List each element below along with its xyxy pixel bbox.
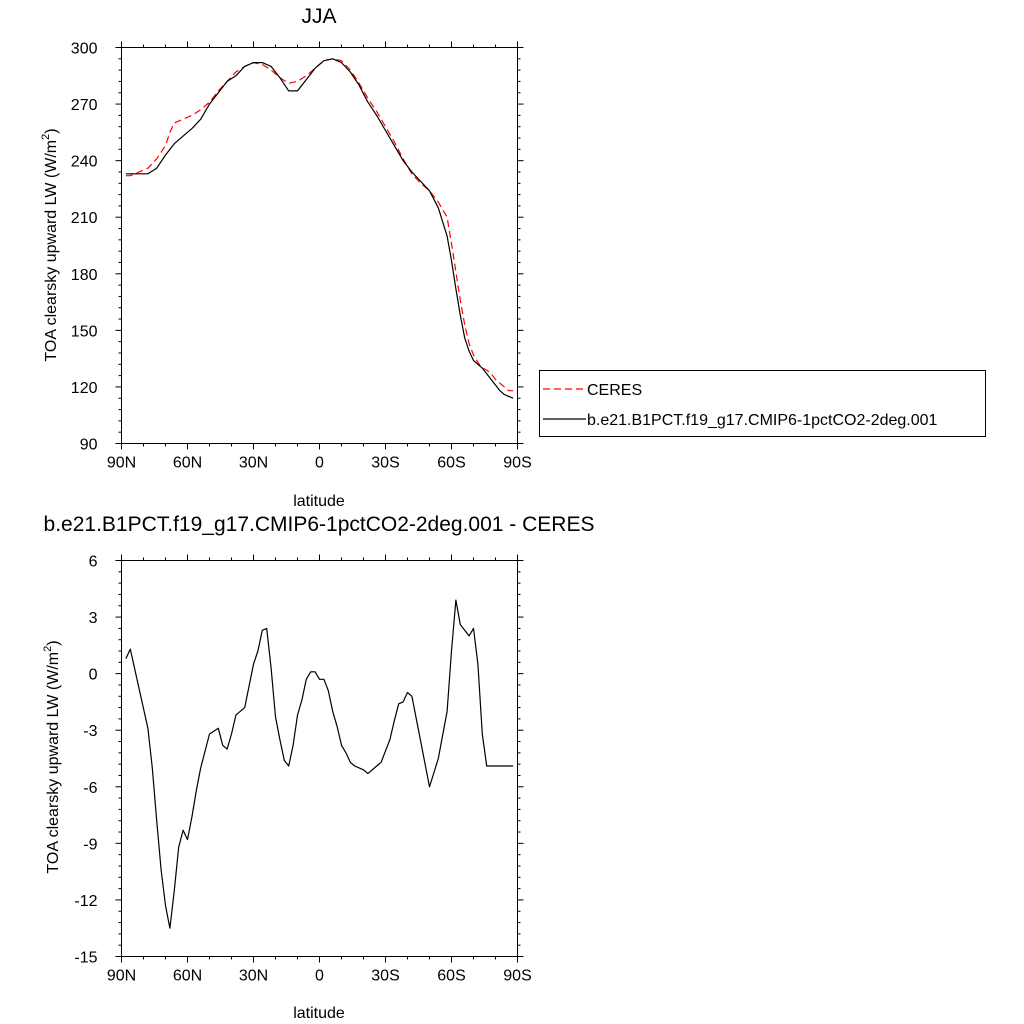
y-tick-label: 150 — [71, 323, 98, 340]
y-tick-label: 120 — [71, 380, 98, 397]
y-tick-label: -6 — [83, 780, 97, 797]
y-tick-label: 180 — [71, 267, 98, 284]
y-tick-label: 240 — [71, 154, 98, 171]
top-y-axis-title: TOA clearsky upward LW (W/m2) — [40, 128, 60, 361]
bottom-tick-group: 90N 60N 30N 0 30S 60S 90S -15 -12 -9 -6 -3 0 3 6 — [74, 554, 531, 985]
y-tick-label: 6 — [89, 554, 98, 571]
y-tick-label: 0 — [89, 667, 98, 684]
series-line-model — [125, 599, 514, 929]
top-y-axis-title-sup: 2 — [40, 134, 52, 140]
y-tick-label: -3 — [83, 723, 97, 740]
x-tick-label: 90S — [503, 455, 531, 472]
x-tick-label: 90N — [107, 968, 136, 985]
bottom-y-axis-title: TOA clearsky upward LW (W/m2) — [42, 640, 62, 873]
x-tick-label: 0 — [315, 455, 324, 472]
x-tick-label: 0 — [315, 968, 324, 985]
top-y-axis-title-end: ) — [43, 128, 60, 133]
x-tick-label: 90N — [107, 455, 136, 472]
y-tick-label: -15 — [74, 950, 97, 967]
y-tick-label: 270 — [71, 97, 98, 114]
y-tick-label: -12 — [74, 893, 97, 910]
bottom-series-group — [125, 599, 514, 929]
x-tick-label: 90S — [503, 968, 531, 985]
series-line-model — [125, 58, 514, 399]
bottom-x-axis-title: latitude — [293, 1005, 345, 1022]
x-tick-label: 30N — [239, 455, 268, 472]
bottom-y-axis-title-main: TOA clearsky upward LW (W/m — [45, 652, 62, 874]
bottom-plot-frame — [121, 560, 518, 957]
y-tick-label: 3 — [89, 610, 98, 627]
y-tick-label: -9 — [83, 836, 97, 853]
x-tick-label: 30S — [371, 455, 399, 472]
legend-label-model: b.e21.B1PCT.f19_g17.CMIP6-1pctCO2-2deg.0… — [587, 412, 938, 429]
series-line-ceres — [125, 58, 514, 392]
top-panel: JJA 90N 60N 30N 0 30S 60S 90S 90 120 150 180 210 240… — [40, 5, 532, 510]
legend-box — [539, 370, 986, 437]
x-tick-label: 30S — [371, 968, 399, 985]
x-tick-label: 60N — [173, 968, 202, 985]
legend-label-ceres: CERES — [587, 382, 642, 399]
x-tick-label: 60N — [173, 455, 202, 472]
legend: CERES b.e21.B1PCT.f19_g17.CMIP6-1pctCO2-… — [539, 370, 986, 437]
y-tick-label: 300 — [71, 41, 98, 58]
top-panel-title: JJA — [301, 5, 336, 28]
x-tick-label: 60S — [437, 455, 465, 472]
bottom-y-axis-title-sup: 2 — [42, 646, 54, 652]
y-tick-label: 90 — [80, 437, 98, 454]
x-tick-label: 60S — [437, 968, 465, 985]
bottom-panel-title: b.e21.B1PCT.f19_g17.CMIP6-1pctCO2-2deg.0… — [44, 513, 595, 536]
bottom-panel: b.e21.B1PCT.f19_g17.CMIP6-1pctCO2-2deg.0… — [42, 513, 594, 1022]
top-tick-group: 90N 60N 30N 0 30S 60S 90S 90 120 150 180 210 240 270 3… — [71, 41, 532, 472]
bottom-y-axis-title-end: ) — [45, 640, 62, 645]
top-x-axis-title: latitude — [293, 493, 345, 510]
top-y-axis-title-main: TOA clearsky upward LW (W/m — [43, 140, 60, 362]
top-plot-frame — [121, 47, 518, 444]
y-tick-label: 210 — [71, 210, 98, 227]
top-series-group — [125, 58, 514, 399]
x-tick-label: 30N — [239, 968, 268, 985]
